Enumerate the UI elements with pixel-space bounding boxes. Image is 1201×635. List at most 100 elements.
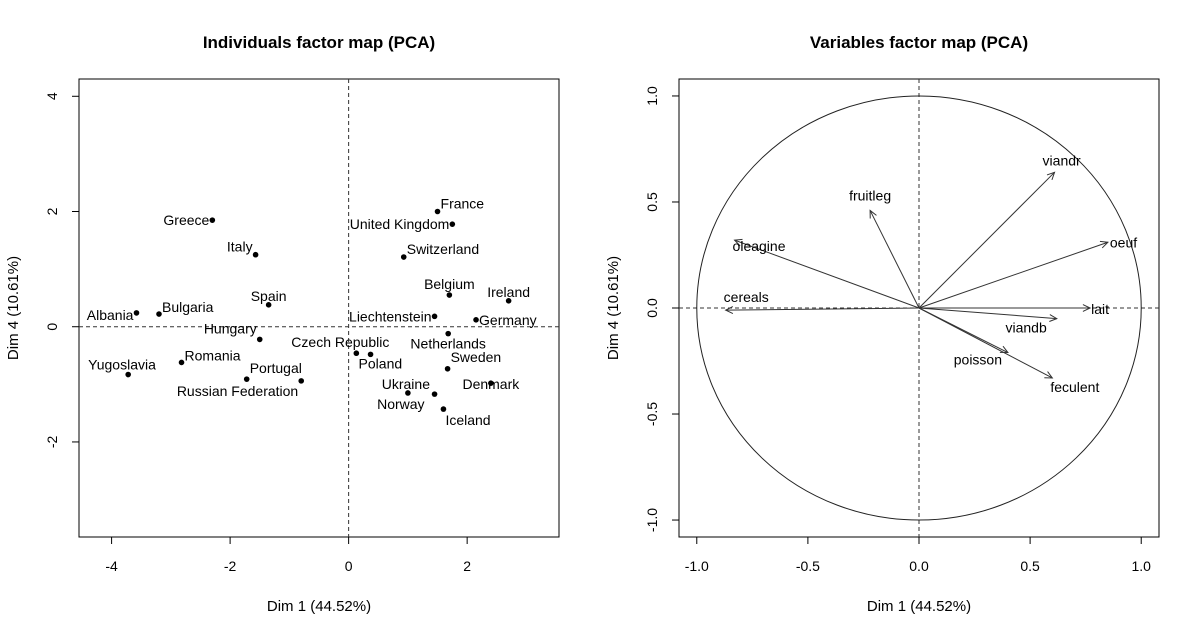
variable-vector — [918, 241, 1109, 309]
data-point — [252, 251, 259, 258]
point-label: Hungary — [204, 320, 257, 336]
point-label: Denmark — [462, 376, 520, 392]
variable-vector — [918, 171, 1055, 309]
y-tick-label: -0.5 — [644, 402, 660, 426]
chart-title: Individuals factor map (PCA) — [203, 33, 435, 52]
point-label: Romania — [185, 347, 241, 363]
y-tick-label: 0 — [44, 323, 60, 331]
point-label: Ukraine — [382, 376, 430, 392]
arrow-head — [1082, 304, 1092, 312]
data-point — [445, 330, 451, 337]
vector-label: oeuf — [1110, 234, 1137, 250]
data-point — [400, 254, 407, 260]
data-point — [440, 406, 447, 412]
point-label: Iceland — [445, 412, 490, 428]
arrow-head — [1046, 171, 1056, 181]
point-label: Ireland — [487, 284, 530, 300]
y-tick-label: 0.0 — [644, 298, 660, 318]
x-axis-label: Dim 1 (44.52%) — [267, 598, 371, 615]
variables-factor-map: Variables factor map (PCA) Dim 1 (44.52%… — [605, 33, 1160, 615]
vector-label: lait — [1091, 301, 1109, 317]
y-tick-label: -2 — [44, 436, 60, 449]
individuals-factor-map: Individuals factor map (PCA) Dim 1 (44.5… — [5, 33, 560, 615]
data-point — [405, 390, 411, 396]
vector-label: viandr — [1043, 152, 1081, 168]
data-point — [209, 217, 216, 223]
data-point — [488, 380, 494, 386]
variable-vector — [918, 307, 1057, 320]
y-tick-label: -1.0 — [644, 508, 660, 532]
point-label: France — [441, 196, 485, 212]
y-tick-label: 4 — [44, 92, 60, 100]
x-tick-label: -0.5 — [796, 558, 820, 574]
x-tick-label: 1.0 — [1131, 558, 1151, 574]
x-tick-label: -2 — [224, 558, 237, 574]
point-label: Poland — [359, 355, 403, 371]
vector-label: fruitleg — [849, 187, 891, 203]
point-label: Norway — [377, 396, 424, 412]
correlation-circle — [696, 95, 1142, 521]
variable-vector — [725, 307, 920, 311]
data-point — [298, 378, 305, 384]
y-axis-label: Dim 4 (10.61%) — [5, 256, 22, 360]
point-label: Netherlands — [410, 336, 486, 352]
x-tick-label: 0.0 — [909, 558, 929, 574]
data-point — [156, 311, 162, 317]
data-point — [473, 317, 479, 323]
point-label: Switzerland — [407, 241, 479, 257]
data-point — [446, 292, 453, 298]
point-label: Portugal — [250, 360, 302, 376]
point-label: Greece — [163, 212, 209, 228]
x-tick-label: 2 — [463, 558, 471, 574]
plot-frame — [78, 78, 560, 538]
data-point — [353, 350, 360, 357]
point-label: Spain — [251, 288, 287, 304]
point-label: Sweden — [451, 349, 502, 365]
x-tick-label: 0 — [345, 558, 353, 574]
point-label: Russian Federation — [177, 383, 298, 399]
variable-vector — [869, 210, 920, 309]
y-axis-label: Dim 4 (10.61%) — [605, 256, 622, 360]
arrow-head — [724, 306, 734, 314]
vector-label: feculent — [1050, 379, 1099, 395]
data-point — [178, 359, 185, 366]
point-label: United Kingdom — [350, 216, 450, 232]
data-point — [243, 376, 250, 382]
data-point — [449, 221, 456, 227]
vector-label: cereals — [724, 289, 769, 305]
y-tick-label: 2 — [44, 207, 60, 215]
point-label: Albania — [87, 307, 134, 323]
arrow-head — [1099, 240, 1109, 249]
arrow-head — [869, 209, 877, 219]
vector-label: poisson — [954, 352, 1002, 368]
data-point — [256, 336, 263, 343]
data-point — [265, 302, 272, 308]
point-label: Yugoslavia — [88, 357, 156, 373]
y-tick-label: 0.5 — [644, 192, 660, 212]
point-label: Belgium — [424, 276, 475, 292]
arrow-head — [1044, 371, 1054, 379]
vector-label: oleagine — [733, 238, 786, 254]
data-point — [133, 310, 140, 316]
x-tick-label: -1.0 — [685, 558, 709, 574]
x-tick-label: -4 — [105, 558, 118, 574]
arrow-head — [733, 238, 743, 247]
chart-title: Variables factor map (PCA) — [810, 33, 1028, 52]
x-tick-label: 0.5 — [1020, 558, 1040, 574]
y-tick-label: 1.0 — [644, 86, 660, 106]
x-axis-label: Dim 1 (44.52%) — [867, 598, 971, 615]
arrow-head — [1049, 314, 1058, 322]
data-point — [431, 313, 438, 320]
variable-vector — [918, 307, 1053, 379]
data-point — [444, 365, 451, 372]
vector-label: viandb — [1006, 320, 1047, 336]
data-point — [505, 297, 512, 304]
point-label: Czech Republic — [291, 334, 389, 350]
point-label: Liechtenstein — [349, 308, 432, 324]
data-point — [367, 351, 374, 358]
data-point — [125, 371, 131, 378]
data-point — [431, 391, 438, 397]
data-point — [434, 208, 441, 215]
point-label: Italy — [227, 239, 253, 255]
